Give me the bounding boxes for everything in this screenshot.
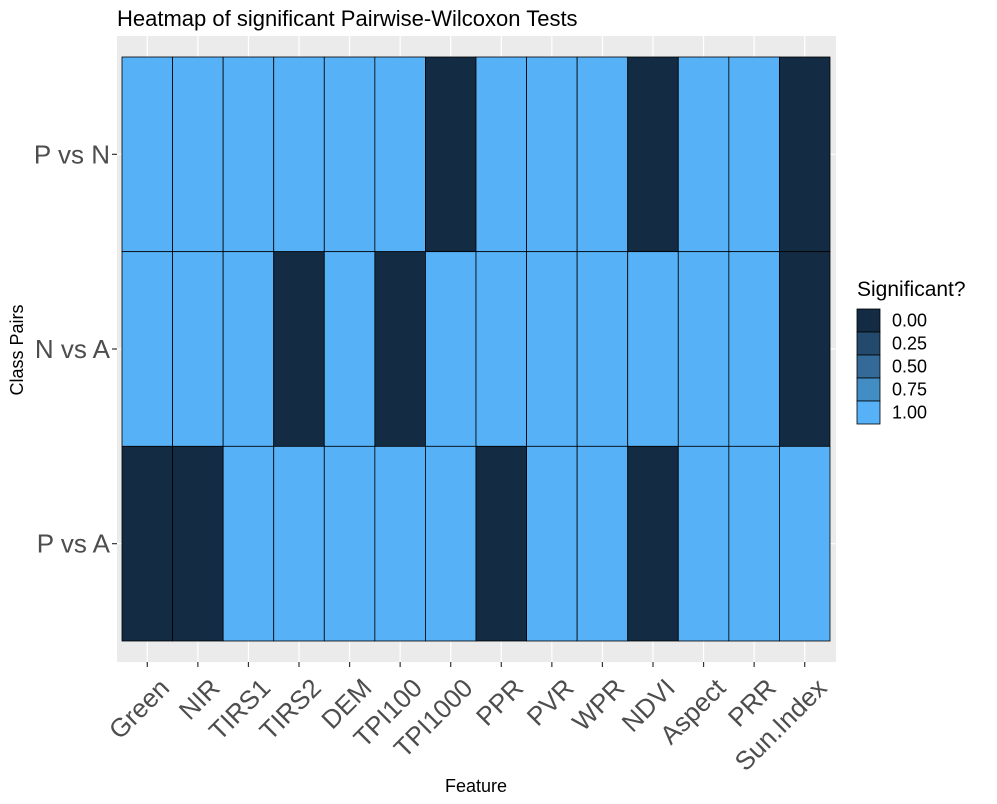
heatmap-cell <box>121 56 173 253</box>
x-tick-label: WPR <box>566 673 630 737</box>
legend-key <box>856 400 881 425</box>
heatmap-cell <box>677 56 730 253</box>
heatmap-cell <box>323 445 376 642</box>
legend-title: Significant? <box>857 278 966 301</box>
legend-key <box>856 377 881 402</box>
heatmap-cell <box>526 251 578 447</box>
heatmap-cell <box>728 251 780 447</box>
heatmap-cell <box>627 251 679 447</box>
heatmap-cell <box>475 445 527 642</box>
legend-key <box>856 308 881 333</box>
heatmap-cell <box>576 56 629 253</box>
heatmap-cell <box>425 251 477 447</box>
x-axis-title: Feature <box>445 776 507 796</box>
heatmap-cell <box>323 56 376 253</box>
x-tick-label: PPR <box>470 673 529 732</box>
legend-label: 0.75 <box>892 380 927 400</box>
heatmap-cell <box>121 445 173 642</box>
legend-keys: 0.00 0.25 0.50 0.75 1.00 <box>856 308 927 425</box>
heatmap-cell <box>728 445 780 642</box>
heatmap-cell <box>728 56 780 253</box>
heatmap-cell <box>374 445 426 642</box>
heatmap-cell <box>526 56 578 253</box>
legend-key <box>856 331 881 356</box>
y-tick-label: P vs A <box>37 529 111 559</box>
heatmap-cell <box>627 56 679 253</box>
legend-label: 0.25 <box>892 334 927 354</box>
heatmap-cell <box>627 445 679 642</box>
heatmap-cell <box>222 445 275 642</box>
heatmap-cell <box>273 445 325 642</box>
heatmap-cell <box>374 251 426 447</box>
heatmap-cell <box>374 56 426 253</box>
heatmap-cell <box>576 445 629 642</box>
heatmap-cell <box>779 251 831 447</box>
legend-label: 1.00 <box>892 403 927 423</box>
x-tick-label: PVR <box>521 673 580 732</box>
heatmap-cell <box>222 56 275 253</box>
chart-title: Heatmap of significant Pairwise-Wilcoxon… <box>117 6 578 31</box>
heatmap-cell <box>576 251 629 447</box>
legend-key <box>856 354 881 379</box>
heatmap-cell <box>273 56 325 253</box>
heatmap-cell <box>172 445 224 642</box>
legend: Significant? 0.00 0.25 0.50 0.75 1.00 <box>856 278 966 425</box>
y-axis-title: Class Pairs <box>7 304 27 395</box>
heatmap-cell <box>172 251 224 447</box>
heatmap-cell <box>222 251 275 447</box>
heatmap-cell <box>475 251 527 447</box>
x-tick-label: Green <box>103 673 175 745</box>
y-tick-label: N vs A <box>35 334 111 364</box>
heatmap-cell <box>121 251 173 447</box>
x-axis-ticks: GreenNIRTIRS1TIRS2DEMTPI100TPI1000PPRPVR… <box>103 662 833 777</box>
heatmap-cell <box>779 56 831 253</box>
y-tick-label: P vs N <box>34 139 110 169</box>
heatmap-cell <box>677 251 730 447</box>
heatmap-cell <box>779 445 831 642</box>
heatmap-cell <box>273 251 325 447</box>
heatmap-cell <box>475 56 527 253</box>
heatmap-cell <box>323 251 376 447</box>
y-axis-ticks: P vs N N vs A P vs A <box>34 139 117 559</box>
heatmap-cell <box>425 445 477 642</box>
heatmap-cell <box>172 56 224 253</box>
legend-label: 0.50 <box>892 357 927 377</box>
heatmap-cells <box>121 56 831 642</box>
heatmap-cell <box>526 445 578 642</box>
heatmap-cell <box>677 445 730 642</box>
legend-label: 0.00 <box>892 311 927 331</box>
heatmap-cell <box>425 56 477 253</box>
